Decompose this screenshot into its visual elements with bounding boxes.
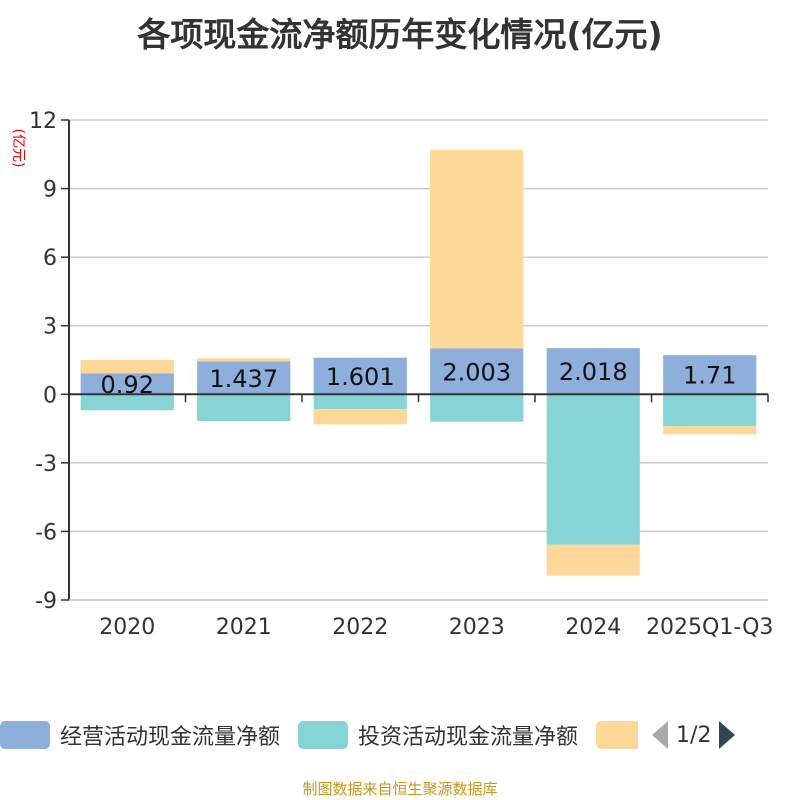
bar-operating <box>546 348 640 395</box>
legend-item-financing[interactable] <box>596 721 639 749</box>
legend-swatch-investing <box>298 721 349 749</box>
legend: 经营活动现金流量净额 投资活动现金流量净额 1/2 <box>0 718 736 752</box>
y-tick-label: -6 <box>35 520 57 545</box>
legend-label-investing: 投资活动现金流量净额 <box>358 725 579 750</box>
bar-operating <box>430 348 524 395</box>
bar-financing <box>80 360 174 374</box>
x-tick-label: 2024 <box>565 615 621 640</box>
legend-page-indicator: 1/2 <box>676 722 712 748</box>
x-tick-label: 2022 <box>332 615 388 640</box>
data-source-note: 制图数据来自恒生聚源数据库 <box>302 780 498 798</box>
bar-data-label: 1.437 <box>209 365 278 393</box>
y-tick-label: 6 <box>43 246 57 271</box>
x-tick-label: 2025Q1-Q3 <box>646 615 773 640</box>
bar-data-label: 2.003 <box>442 358 511 386</box>
legend-item-investing[interactable]: 投资活动现金流量净额 <box>298 719 578 751</box>
bar-financing <box>430 149 524 349</box>
legend-pager: 1/2 <box>652 721 736 749</box>
bar-operating <box>663 355 757 395</box>
bar-data-label: 1.601 <box>326 363 395 391</box>
chart-canvas: (亿元)129630-3-6-90.9220201.43720211.60120… <box>10 109 773 640</box>
y-tick-label: -3 <box>35 452 57 477</box>
bar-data-label: 2.018 <box>559 358 628 386</box>
legend-label-operating: 经营活动现金流量净额 <box>60 725 281 750</box>
y-tick-label: 12 <box>29 109 57 134</box>
legend-swatch-operating <box>0 721 50 749</box>
bar-investing <box>80 394 174 411</box>
x-tick-label: 2021 <box>216 615 272 640</box>
bar-operating <box>80 373 174 395</box>
y-tick-label: 3 <box>43 315 57 340</box>
prev-page-icon[interactable] <box>652 721 669 749</box>
bar-investing <box>663 394 757 427</box>
x-tick-label: 2023 <box>449 615 505 640</box>
legend-swatch-financing <box>596 721 639 749</box>
bar-investing <box>546 394 640 545</box>
legend-item-operating[interactable]: 经营活动现金流量净额 <box>0 719 280 751</box>
bar-operating <box>197 361 291 395</box>
y-tick-label: 9 <box>43 178 57 203</box>
bar-investing <box>197 394 291 422</box>
bar-operating <box>313 357 407 395</box>
y-axis-label: (亿元) <box>10 129 26 168</box>
next-page-icon[interactable] <box>719 721 736 749</box>
chart-title: 各项现金流净额历年变化情况(亿元) <box>137 15 663 54</box>
bar-financing <box>663 426 757 435</box>
bar-financing <box>546 544 640 576</box>
x-tick-label: 2020 <box>99 615 155 640</box>
bar-financing <box>197 358 291 362</box>
bar-financing <box>313 409 407 425</box>
y-tick-label: -9 <box>35 589 57 614</box>
y-tick-label: 0 <box>43 383 57 408</box>
bar-data-label: 1.71 <box>683 362 736 390</box>
bar-investing <box>313 394 407 410</box>
bar-investing <box>430 394 524 422</box>
